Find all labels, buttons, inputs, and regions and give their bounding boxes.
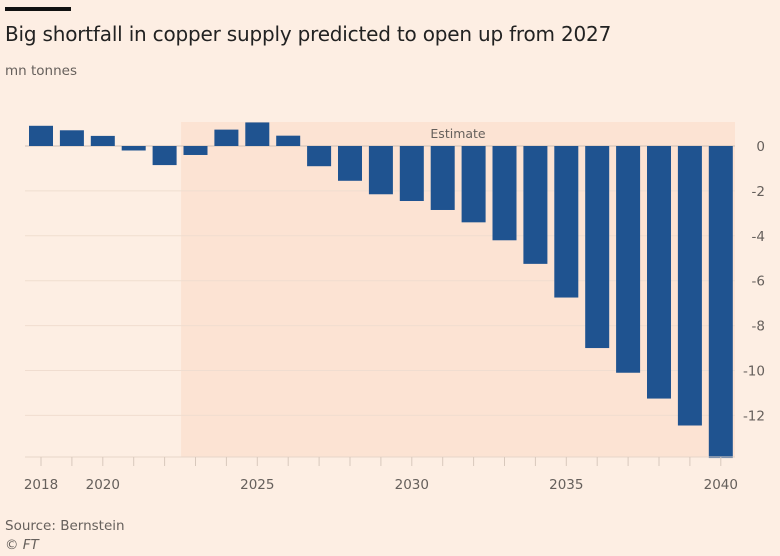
bar-2027 (307, 146, 332, 167)
bar-2035 (554, 146, 579, 298)
bar-2031 (430, 146, 455, 210)
bar-2037 (616, 146, 641, 373)
bar-2022 (152, 146, 177, 166)
x-tick-label: 2035 (549, 477, 583, 493)
bar-2034 (523, 146, 548, 264)
bar-2040 (708, 146, 733, 459)
estimate-label: Estimate (430, 126, 486, 141)
y-tick-label: -6 (752, 274, 765, 290)
bar-2021 (121, 146, 146, 151)
y-tick-label: 0 (756, 139, 765, 155)
x-tick-label: 2020 (86, 477, 120, 493)
x-tick-label: 2040 (704, 477, 738, 493)
ft-accent-bar (5, 7, 71, 11)
bar-2033 (492, 146, 517, 241)
y-tick-label: -10 (743, 364, 765, 380)
bar-2020 (90, 135, 115, 146)
source-note: Source: Bernstein (5, 518, 125, 534)
y-tick-label: -8 (752, 319, 765, 335)
bar-2030 (399, 146, 424, 202)
bar-2019 (59, 130, 84, 146)
y-tick-label: -2 (752, 184, 765, 200)
bar-2024 (214, 129, 239, 146)
bar-2039 (677, 146, 702, 426)
chart-subtitle: mn tonnes (5, 63, 78, 79)
x-tick-label: 2018 (24, 477, 58, 493)
bar-2025 (245, 122, 270, 146)
bar-2036 (585, 146, 610, 349)
chart-title: Big shortfall in copper supply predicted… (5, 22, 612, 46)
bar-2018 (29, 125, 53, 146)
x-tick-label: 2030 (395, 477, 429, 493)
x-tick-label: 2025 (240, 477, 274, 493)
y-tick-label: -4 (752, 229, 765, 245)
bar-2029 (368, 146, 393, 195)
bar-2028 (338, 146, 362, 181)
bar-2026 (276, 135, 301, 146)
bar-2038 (647, 146, 671, 399)
y-tick-label: -12 (743, 408, 765, 424)
copyright: © FT (5, 537, 39, 553)
bar-2023 (183, 146, 208, 155)
estimate-shade (181, 122, 736, 457)
bar-2032 (461, 146, 486, 223)
